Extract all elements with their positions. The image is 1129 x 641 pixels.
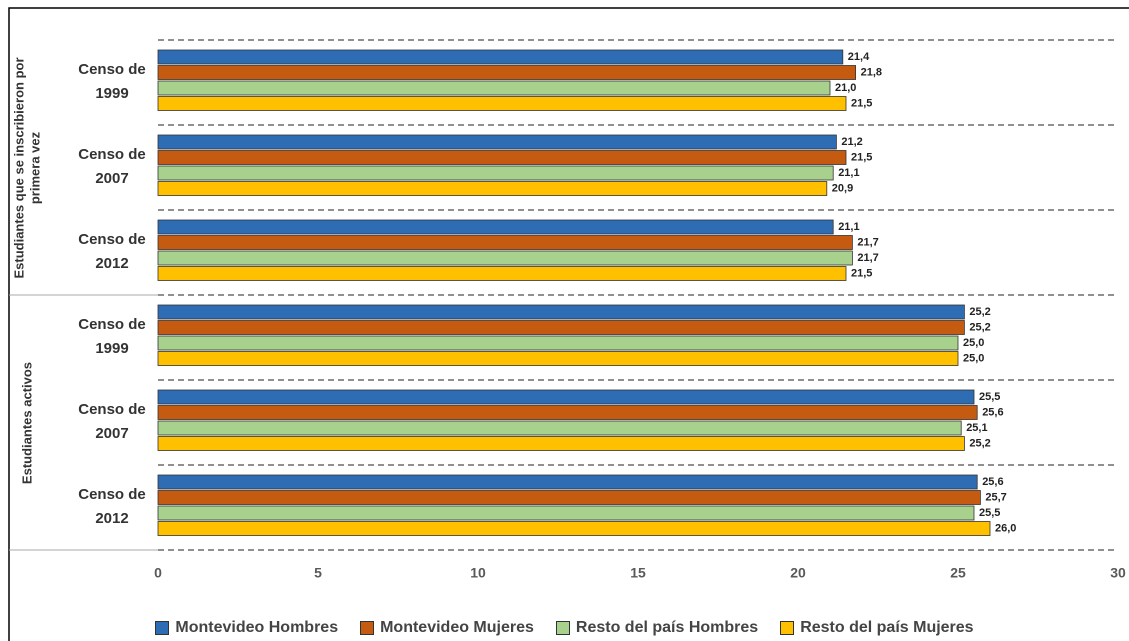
x-tick-label: 15 [630, 565, 646, 581]
value-label: 25,2 [969, 437, 990, 449]
legend-label: Montevideo Mujeres [380, 619, 534, 636]
value-label: 21,5 [851, 97, 872, 109]
legend-item: Resto del país Mujeres [780, 619, 974, 637]
x-tick-label: 30 [1110, 565, 1126, 581]
category-label: Censo de 1999 [78, 61, 146, 102]
bar [157, 521, 991, 536]
value-label: 21,1 [838, 221, 859, 233]
bar [157, 320, 965, 335]
value-label: 21,5 [851, 267, 872, 279]
value-label: 25,6 [982, 476, 1003, 488]
bar [157, 96, 847, 111]
category-label: Censo de 2007 [78, 146, 146, 187]
bar [157, 420, 962, 436]
bar [157, 165, 834, 181]
bar [157, 304, 965, 320]
value-label: 21,7 [857, 236, 878, 248]
bar [157, 134, 837, 150]
legend: Montevideo Hombres Montevideo Mujeres Rest… [0, 619, 1129, 637]
value-label: 25,5 [979, 507, 1000, 519]
bar [157, 65, 856, 80]
group-label: Estudiantes que se inscribieron por prim… [11, 56, 42, 279]
bar [157, 235, 853, 250]
value-label: 21,7 [857, 252, 878, 264]
bar [157, 474, 978, 490]
x-tick-label: 25 [950, 565, 966, 581]
legend-label: Montevideo Hombres [175, 619, 339, 636]
legend-label: Resto del país Hombres [575, 619, 759, 636]
category-label: Censo de 2012 [78, 231, 146, 272]
legend-swatch [155, 621, 170, 635]
chart-border [8, 7, 1129, 641]
bar [157, 150, 847, 165]
value-label: 25,5 [979, 391, 1000, 403]
bar [157, 250, 853, 266]
legend-swatch [555, 621, 570, 635]
legend-item: Montevideo Mujeres [360, 619, 534, 637]
value-label: 25,2 [969, 306, 990, 318]
value-label: 26,0 [995, 522, 1016, 534]
legend-item: Resto del país Hombres [555, 619, 759, 637]
bar [157, 80, 831, 96]
bar [157, 219, 834, 235]
value-label: 21,0 [835, 82, 856, 94]
bar [157, 490, 981, 505]
value-label: 20,9 [832, 182, 853, 194]
legend-swatch [360, 621, 375, 635]
value-label: 25,1 [966, 422, 987, 434]
bar [157, 389, 975, 405]
x-tick-label: 0 [154, 565, 162, 581]
legend-label: Resto del país Mujeres [800, 619, 974, 636]
value-label: 21,1 [838, 167, 859, 179]
bar [157, 505, 975, 521]
x-tick-label: 5 [314, 565, 322, 581]
value-label: 21,8 [861, 66, 882, 78]
value-label: 25,6 [982, 406, 1003, 418]
bar [157, 181, 828, 196]
bar [157, 335, 959, 351]
value-label: 25,0 [963, 352, 984, 364]
value-label: 21,4 [848, 51, 870, 63]
value-label: 25,2 [969, 321, 990, 333]
legend-item: Montevideo Hombres [155, 619, 338, 637]
bar [157, 49, 844, 65]
x-tick-label: 10 [470, 565, 486, 581]
x-tick-label: 20 [790, 565, 806, 581]
value-label: 25,7 [985, 491, 1006, 503]
legend-swatch [780, 621, 795, 635]
bar [157, 436, 965, 451]
value-label: 21,2 [841, 136, 862, 148]
category-label: Censo de 2012 [78, 486, 146, 527]
bar [157, 405, 978, 420]
value-label: 21,5 [851, 151, 872, 163]
bar [157, 351, 959, 366]
bar [157, 266, 847, 281]
group-label: Estudiantes activos [19, 361, 34, 484]
category-label: Censo de 1999 [78, 316, 146, 357]
value-label: 25,0 [963, 337, 984, 349]
category-label: Censo de 2007 [78, 401, 146, 442]
